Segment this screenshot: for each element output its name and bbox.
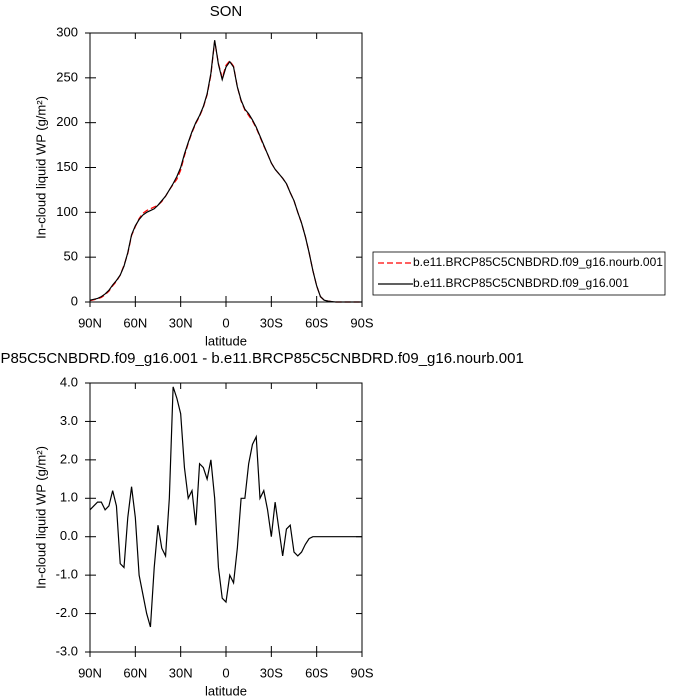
plot-frame	[89, 32, 363, 303]
x-tick-label: 60S	[305, 665, 328, 680]
y-tick-label: 4.0	[60, 374, 78, 389]
y-tick-label: 200	[56, 114, 78, 129]
y-tick-label: 1.0	[60, 490, 78, 505]
chart-title: b.e11.BRCP85C5CNBDRD.f09_g16.001 - b.e11…	[0, 350, 524, 367]
y-axis-label: In-cloud liquid WP (g/m²)	[33, 96, 48, 239]
x-axis-label: latitude	[205, 333, 247, 348]
y-tick-label: -3.0	[56, 643, 78, 658]
y-tick-label: 300	[56, 24, 78, 39]
x-tick-label: 60N	[123, 315, 147, 330]
y-tick-label: 2.0	[60, 451, 78, 466]
y-axis-label: In-cloud liquid WP (g/m²)	[33, 446, 48, 589]
y-tick-label: -2.0	[56, 605, 78, 620]
x-tick-label: 90N	[78, 665, 102, 680]
y-tick-label: 150	[56, 159, 78, 174]
y-tick-label: 0	[71, 293, 78, 308]
y-tick-label: 100	[56, 204, 78, 219]
data-line	[89, 40, 362, 303]
y-tick-label: 0.0	[60, 528, 78, 543]
chart-title: SON	[210, 3, 243, 20]
x-tick-label: 90S	[350, 665, 373, 680]
x-tick-label: 90N	[78, 315, 102, 330]
x-tick-label: 90S	[350, 315, 373, 330]
data-line	[89, 40, 362, 303]
plot-frame	[89, 382, 363, 653]
data-line	[89, 386, 362, 628]
x-tick-label: 30S	[260, 665, 283, 680]
x-tick-label: 0	[222, 315, 229, 330]
legend-box	[372, 251, 666, 296]
x-tick-label: 60S	[305, 315, 328, 330]
x-tick-label: 30N	[169, 315, 193, 330]
x-tick-label: 0	[222, 665, 229, 680]
legend-label: b.e11.BRCP85C5CNBDRD.f09_g16.001	[413, 276, 629, 290]
y-tick-label: -1.0	[56, 567, 78, 582]
x-tick-label: 30S	[260, 315, 283, 330]
y-tick-label: 3.0	[60, 413, 78, 428]
x-tick-label: 60N	[123, 665, 147, 680]
y-tick-label: 50	[64, 249, 78, 264]
legend-label: b.e11.BRCP85C5CNBDRD.f09_g16.nourb.001	[413, 255, 663, 269]
y-tick-label: 250	[56, 69, 78, 84]
x-axis-label: latitude	[205, 683, 247, 698]
x-tick-label: 30N	[169, 665, 193, 680]
